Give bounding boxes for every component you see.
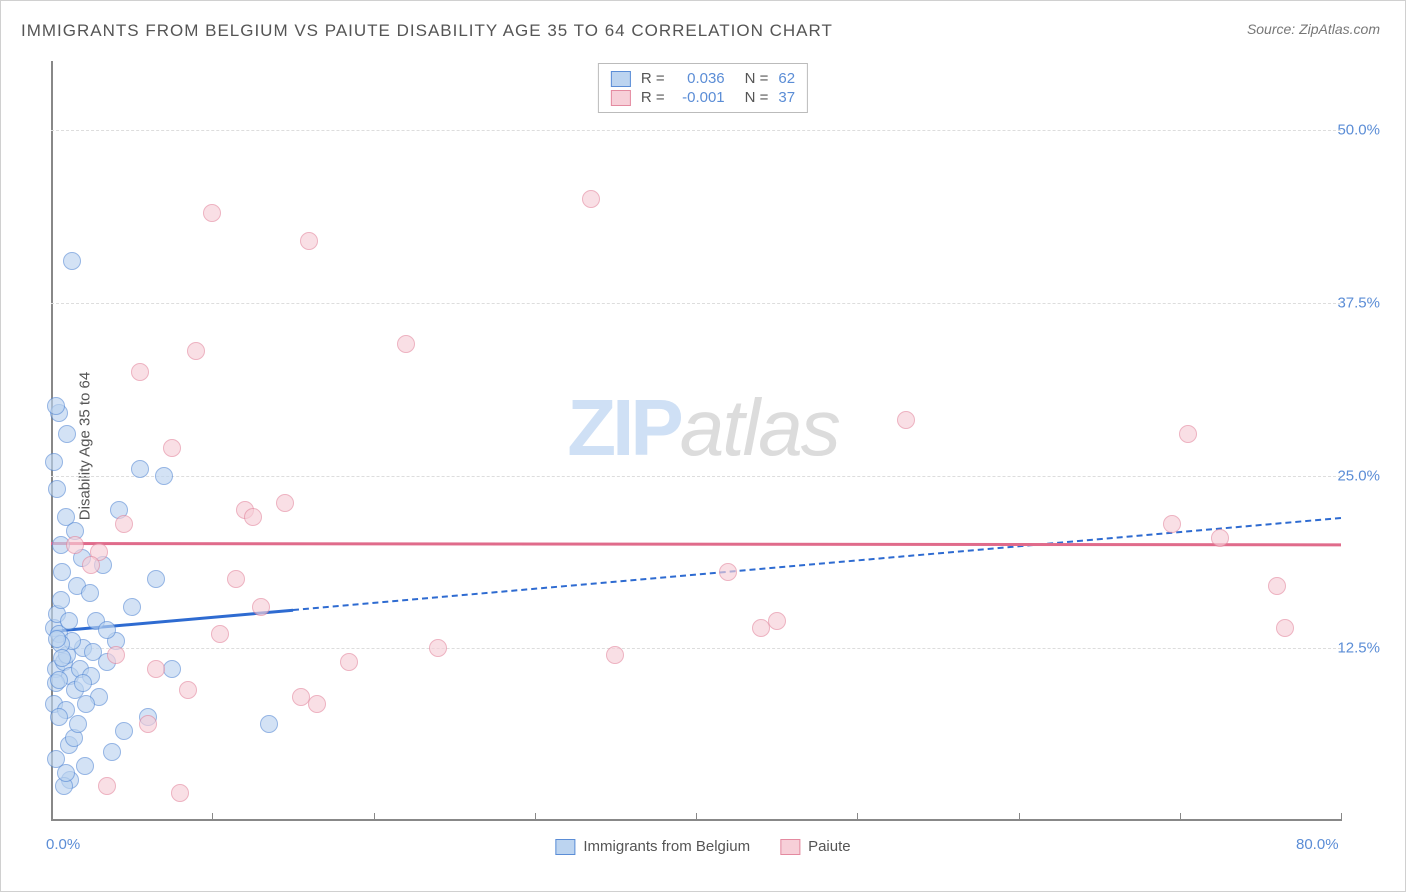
data-point bbox=[1179, 425, 1197, 443]
legend-series-item: Immigrants from Belgium bbox=[555, 838, 750, 855]
data-point bbox=[60, 612, 78, 630]
data-point bbox=[81, 584, 99, 602]
data-point bbox=[115, 722, 133, 740]
chart-container: IMMIGRANTS FROM BELGIUM VS PAIUTE DISABI… bbox=[0, 0, 1406, 892]
data-point bbox=[57, 764, 75, 782]
legend-series-label: Immigrants from Belgium bbox=[583, 838, 750, 855]
data-point bbox=[260, 715, 278, 733]
gridline bbox=[51, 476, 1341, 477]
r-label: R = bbox=[641, 89, 665, 106]
data-point bbox=[1276, 619, 1294, 637]
data-point bbox=[1163, 515, 1181, 533]
x-tick-label: 80.0% bbox=[1296, 836, 1339, 853]
data-point bbox=[155, 467, 173, 485]
legend-correlation-row: R = -0.001 N = 37 bbox=[611, 88, 795, 107]
y-tick-label: 50.0% bbox=[1337, 122, 1380, 139]
data-point bbox=[163, 660, 181, 678]
data-point bbox=[179, 681, 197, 699]
plot-area bbox=[51, 61, 1341, 821]
n-value: 37 bbox=[778, 89, 795, 106]
legend-correlation-row: R = 0.036 N = 62 bbox=[611, 69, 795, 88]
data-point bbox=[147, 570, 165, 588]
legend-series-label: Paiute bbox=[808, 838, 851, 855]
data-point bbox=[308, 695, 326, 713]
gridline bbox=[51, 303, 1341, 304]
data-point bbox=[66, 536, 84, 554]
y-tick-label: 37.5% bbox=[1337, 294, 1380, 311]
source-attribution: Source: ZipAtlas.com bbox=[1247, 21, 1380, 37]
legend-swatch bbox=[780, 839, 800, 855]
data-point bbox=[48, 630, 66, 648]
data-point bbox=[897, 411, 915, 429]
data-point bbox=[131, 363, 149, 381]
n-label: N = bbox=[745, 70, 769, 87]
data-point bbox=[163, 439, 181, 457]
legend-series: Immigrants from Belgium Paiute bbox=[555, 838, 850, 855]
data-point bbox=[768, 612, 786, 630]
data-point bbox=[131, 460, 149, 478]
x-tick bbox=[1341, 813, 1342, 821]
x-tick bbox=[535, 813, 536, 821]
legend-series-item: Paiute bbox=[780, 838, 851, 855]
data-point bbox=[50, 671, 68, 689]
data-point bbox=[74, 674, 92, 692]
y-tick-label: 12.5% bbox=[1337, 640, 1380, 657]
n-label: N = bbox=[745, 89, 769, 106]
data-point bbox=[115, 515, 133, 533]
data-point bbox=[752, 619, 770, 637]
legend-swatch bbox=[611, 90, 631, 106]
y-tick-label: 25.0% bbox=[1337, 467, 1380, 484]
legend-swatch bbox=[555, 839, 575, 855]
data-point bbox=[76, 757, 94, 775]
data-point bbox=[276, 494, 294, 512]
x-tick-label: 0.0% bbox=[46, 836, 80, 853]
data-point bbox=[52, 591, 70, 609]
data-point bbox=[77, 695, 95, 713]
data-point bbox=[139, 715, 157, 733]
data-point bbox=[45, 453, 63, 471]
chart-title: IMMIGRANTS FROM BELGIUM VS PAIUTE DISABI… bbox=[21, 21, 833, 41]
r-value: -0.001 bbox=[675, 89, 725, 106]
gridline bbox=[51, 130, 1341, 131]
n-value: 62 bbox=[778, 70, 795, 87]
data-point bbox=[1268, 577, 1286, 595]
gridline bbox=[51, 648, 1341, 649]
r-value: 0.036 bbox=[675, 70, 725, 87]
r-label: R = bbox=[641, 70, 665, 87]
x-tick bbox=[51, 813, 52, 821]
data-point bbox=[300, 232, 318, 250]
data-point bbox=[244, 508, 262, 526]
x-tick bbox=[374, 813, 375, 821]
data-point bbox=[147, 660, 165, 678]
data-point bbox=[1211, 529, 1229, 547]
data-point bbox=[107, 646, 125, 664]
x-tick bbox=[857, 813, 858, 821]
data-point bbox=[123, 598, 141, 616]
legend-swatch bbox=[611, 71, 631, 87]
legend-correlation: R = 0.036 N = 62 R = -0.001 N = 37 bbox=[598, 63, 808, 113]
x-tick bbox=[696, 813, 697, 821]
x-tick bbox=[212, 813, 213, 821]
x-tick bbox=[1019, 813, 1020, 821]
x-tick bbox=[1180, 813, 1181, 821]
data-point bbox=[397, 335, 415, 353]
data-point bbox=[252, 598, 270, 616]
